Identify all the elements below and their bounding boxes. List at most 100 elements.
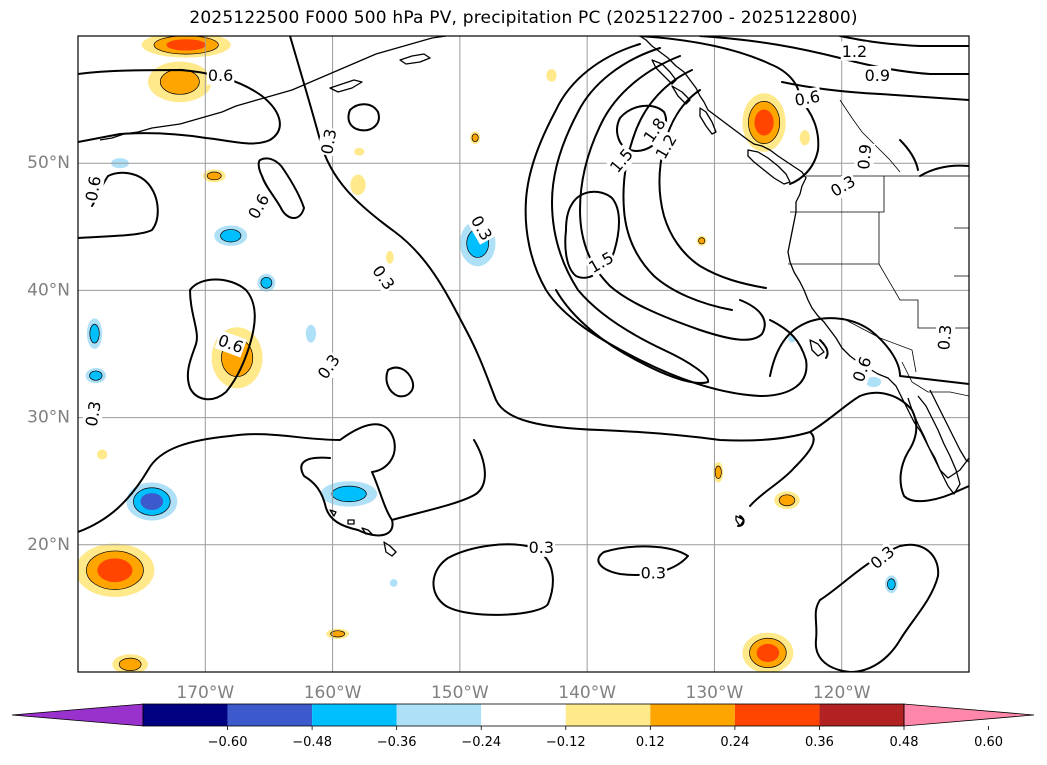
- colorbar-extend-high: [903, 703, 1035, 727]
- precip-level: [887, 578, 896, 591]
- x-tick-label: 160°W: [304, 683, 362, 703]
- precip-blob: [386, 250, 394, 264]
- contour-label-halo: [934, 322, 956, 352]
- precip-level: [471, 133, 479, 143]
- precip-level: [331, 485, 367, 503]
- contour-label-halo: [243, 189, 274, 224]
- precip-blob: [202, 169, 226, 183]
- contour-label-halo: [367, 260, 400, 295]
- coastlines: [99, 36, 969, 557]
- precip-blob: [214, 225, 248, 246]
- colorbar-tick-label: 0.36: [805, 735, 834, 750]
- precip-level: [865, 376, 882, 388]
- precip-level: [350, 174, 366, 196]
- precip-blob: [97, 449, 108, 460]
- colorbar-bin: [143, 704, 228, 726]
- colorbar-tick-label: 0.48: [890, 735, 919, 750]
- contour-label: 1.2: [842, 42, 867, 61]
- precip-level: [206, 171, 222, 181]
- precip-blob: [742, 632, 794, 672]
- contour-label: 0.3: [529, 538, 554, 557]
- precip-level: [89, 323, 100, 344]
- precip-blob: [742, 93, 786, 152]
- y-tick-label: 50°N: [27, 153, 70, 173]
- contour-label: 0.6: [82, 174, 105, 202]
- precip-blob: [305, 324, 317, 343]
- contour-label-halo: [792, 86, 823, 111]
- precip-blob: [713, 462, 724, 483]
- precip-level: [166, 39, 206, 51]
- y-tick-label: 20°N: [27, 535, 70, 555]
- contour-label-halo: [466, 211, 497, 245]
- precip-level: [799, 130, 810, 146]
- gridlines: [78, 36, 969, 672]
- precip-blob: [321, 481, 378, 507]
- precip-blob: [696, 235, 707, 246]
- colorbar-bin: [481, 704, 566, 726]
- precip-blob: [884, 575, 898, 594]
- contour-label: 0.9: [854, 143, 875, 170]
- precip-blob: [470, 131, 481, 145]
- precip-blob: [326, 628, 350, 639]
- contour-label-halo: [81, 173, 106, 204]
- precip-level: [305, 324, 317, 343]
- colorbar-bin: [396, 704, 482, 726]
- contour-label: 0.9: [865, 66, 890, 85]
- colorbar-tick-label: 0.12: [636, 735, 665, 750]
- precip-blob: [350, 174, 366, 196]
- precip-level: [389, 579, 398, 587]
- contour-label-halo: [206, 65, 235, 85]
- colorbar-tick-label: −0.24: [461, 735, 501, 750]
- contour-label-halo: [848, 353, 876, 386]
- x-tick-label: 150°W: [431, 683, 489, 703]
- colorbar-tick-label: −0.12: [546, 735, 586, 750]
- precip-level: [714, 465, 722, 479]
- axis-ticks: 170°W 160°W 150°W 140°W 130°W 120°W 20°N 30°N 40…: [27, 153, 871, 703]
- contour-label-halo: [840, 41, 869, 61]
- precip-level: [330, 630, 346, 638]
- contour-label-halo: [863, 65, 892, 85]
- colorbar-bin: [650, 704, 735, 726]
- colorbar: −0.60 −0.48 −0.36 −0.24 −0.12 0.12 0.24 0.36 0.4…: [11, 703, 1035, 750]
- precip-blob: [148, 61, 212, 103]
- contour-label: 0.6: [208, 66, 233, 85]
- map-background: [78, 36, 969, 672]
- contour-label: 0.6: [793, 87, 821, 110]
- colorbar-tick-label: −0.48: [292, 735, 332, 750]
- precip-blob: [141, 36, 231, 58]
- contour-label-halo: [214, 330, 247, 358]
- colorbar-bin: [734, 704, 820, 726]
- precip-level: [698, 237, 706, 245]
- contour-label-halo: [584, 247, 618, 278]
- x-tick-label: 140°W: [558, 683, 616, 703]
- precip-level: [97, 449, 108, 460]
- political-borders: [788, 99, 969, 397]
- precip-level: [220, 229, 242, 243]
- precip-level: [778, 494, 796, 507]
- contour-label-halo: [527, 537, 556, 557]
- contour-label-halo: [638, 113, 671, 147]
- precip-blob: [126, 482, 178, 521]
- contour-label-halo: [639, 563, 668, 583]
- precip-level: [386, 250, 394, 264]
- precip-blob: [257, 273, 276, 292]
- precip-blob: [112, 654, 149, 672]
- contour-label-halo: [81, 398, 106, 429]
- precip-level: [756, 643, 780, 662]
- x-tick-label: 170°W: [176, 683, 234, 703]
- precip-blob: [389, 579, 398, 587]
- contour-label-halo: [605, 144, 638, 178]
- contour-label-halo: [826, 171, 860, 202]
- precip-blob: [78, 543, 155, 597]
- precip-level: [118, 657, 142, 671]
- contour-label-halo: [650, 130, 682, 164]
- precip-level: [354, 147, 365, 156]
- precip-blob: [865, 376, 882, 388]
- colorbar-bin: [819, 704, 904, 726]
- precip-level: [546, 69, 557, 82]
- precipitation-fill-layer: [78, 36, 898, 672]
- precip-level: [754, 109, 774, 136]
- colorbar-extend-low: [11, 703, 144, 727]
- contour-label-halo: [853, 142, 876, 172]
